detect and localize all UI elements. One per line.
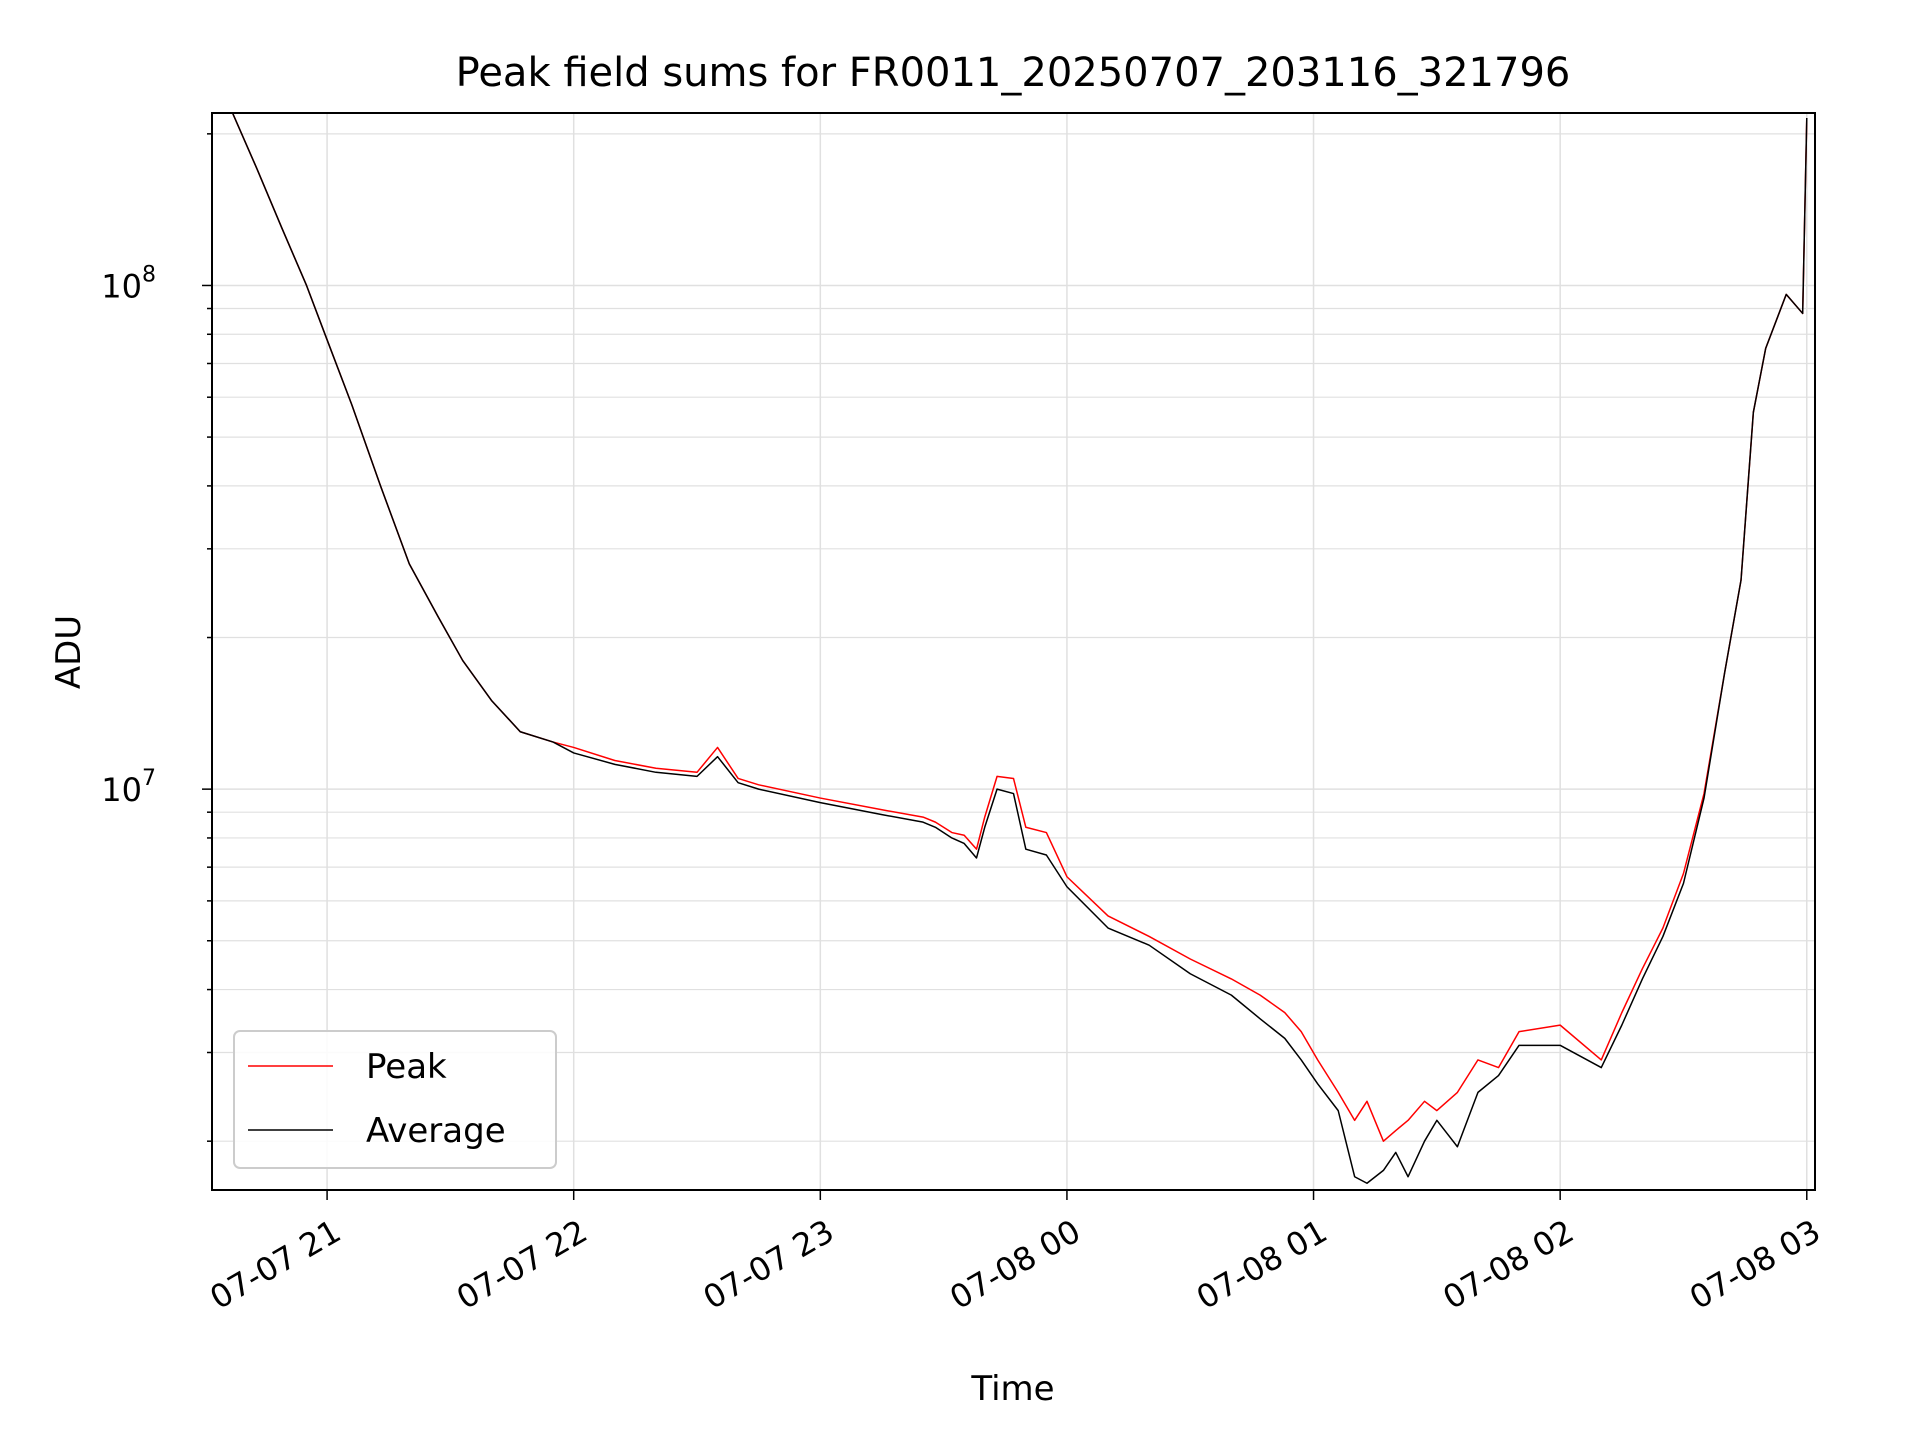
series-line-average xyxy=(231,113,1808,1185)
y-tick-label: 107 xyxy=(101,766,156,809)
chart-title: Peak field sums for FR0011_20250707_2031… xyxy=(456,50,1571,96)
y-tick-label: 108 xyxy=(101,262,156,305)
legend: Peak Average xyxy=(233,1030,557,1169)
legend-label-peak: Peak xyxy=(366,1047,447,1087)
plot-background xyxy=(212,113,1815,1190)
y-axis-label: ADU xyxy=(49,615,89,689)
plot-frame xyxy=(211,112,1816,1191)
series xyxy=(231,113,1808,1185)
legend-label-average: Average xyxy=(366,1111,506,1151)
x-axis-label: Time xyxy=(970,1369,1054,1409)
